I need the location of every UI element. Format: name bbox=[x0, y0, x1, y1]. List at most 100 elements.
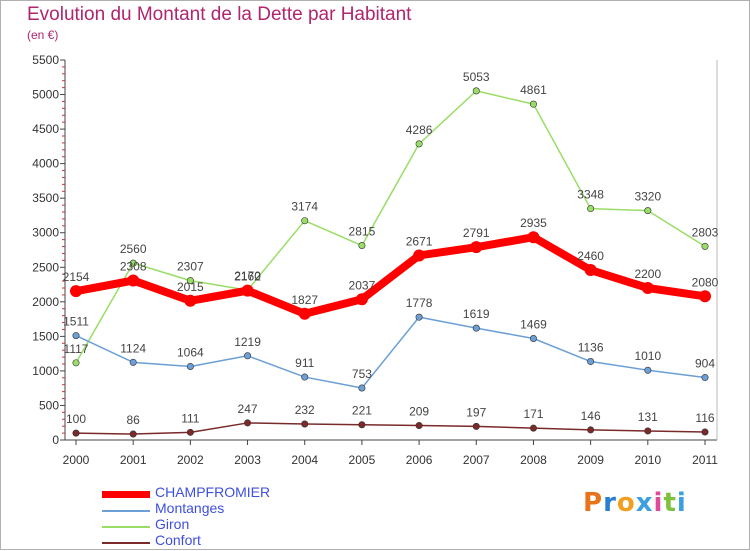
y-tick-label: 4000 bbox=[32, 157, 59, 171]
data-point bbox=[127, 274, 140, 287]
data-label: 2170 bbox=[234, 269, 261, 283]
legend-swatch bbox=[102, 526, 150, 528]
data-point bbox=[415, 313, 423, 321]
data-point bbox=[415, 422, 423, 430]
data-label: 1469 bbox=[520, 318, 547, 332]
y-tick-label: 3000 bbox=[32, 226, 59, 240]
data-point bbox=[701, 242, 709, 250]
data-point bbox=[70, 285, 82, 298]
data-label: 111 bbox=[181, 411, 200, 425]
data-point bbox=[298, 307, 311, 320]
data-label: 1136 bbox=[578, 341, 604, 355]
data-point bbox=[527, 231, 540, 244]
data-label: 1619 bbox=[463, 307, 490, 321]
data-label: 2308 bbox=[120, 260, 147, 274]
x-tick-label: 2008 bbox=[520, 453, 547, 467]
data-point bbox=[644, 207, 652, 215]
data-label: 2815 bbox=[349, 225, 376, 239]
data-point bbox=[355, 293, 368, 306]
data-point bbox=[129, 430, 137, 438]
y-tick-label: 1500 bbox=[32, 329, 59, 343]
data-point bbox=[244, 352, 252, 360]
data-point bbox=[699, 290, 711, 303]
x-tick-label: 2000 bbox=[63, 453, 90, 467]
data-point bbox=[472, 422, 480, 430]
data-point bbox=[529, 424, 537, 432]
x-tick-label: 2009 bbox=[577, 453, 604, 467]
series-line bbox=[75, 316, 706, 389]
data-label: 753 bbox=[352, 367, 372, 381]
data-label: 4861 bbox=[520, 83, 547, 97]
y-tick-label: 5500 bbox=[32, 53, 59, 67]
data-point bbox=[186, 428, 194, 436]
data-point bbox=[529, 100, 537, 108]
series-line bbox=[75, 422, 706, 435]
chart-title: Evolution du Montant de la Dette par Hab… bbox=[27, 4, 412, 25]
data-label: 5053 bbox=[463, 70, 490, 84]
data-label: 2015 bbox=[177, 280, 204, 294]
data-label: 2791 bbox=[463, 226, 490, 240]
y-tick-label: 500 bbox=[39, 398, 59, 412]
data-label: 131 bbox=[638, 410, 658, 424]
data-label: 2803 bbox=[692, 225, 719, 239]
data-point bbox=[186, 362, 194, 370]
x-tick-label: 2003 bbox=[234, 453, 261, 467]
proxiti-logo: Proxiti bbox=[583, 488, 687, 518]
data-label: 2307 bbox=[177, 260, 204, 274]
data-label: 2037 bbox=[349, 278, 376, 292]
legend-label: Giron bbox=[155, 516, 190, 532]
data-point bbox=[584, 264, 597, 277]
data-label: 2200 bbox=[634, 267, 661, 281]
data-label: 247 bbox=[238, 402, 258, 416]
legend-swatch bbox=[102, 542, 150, 544]
data-point bbox=[244, 419, 252, 427]
data-label: 209 bbox=[409, 405, 429, 419]
data-point bbox=[644, 427, 652, 435]
data-point bbox=[301, 420, 309, 428]
x-tick-label: 2001 bbox=[120, 453, 147, 467]
data-point bbox=[644, 366, 652, 374]
data-label: 2460 bbox=[577, 249, 604, 263]
data-label: 911 bbox=[295, 356, 314, 370]
x-tick-label: 2007 bbox=[463, 453, 490, 467]
legend-label: CHAMPFROMIER bbox=[155, 484, 271, 500]
data-label: 3348 bbox=[577, 188, 604, 202]
data-label: 4286 bbox=[406, 123, 433, 137]
data-point bbox=[186, 277, 194, 285]
y-tick-label: 0 bbox=[52, 433, 59, 447]
series-line bbox=[72, 233, 709, 318]
data-label: 1010 bbox=[634, 349, 661, 363]
data-point bbox=[184, 294, 197, 307]
data-point bbox=[72, 429, 80, 437]
x-tick-label: 2002 bbox=[177, 453, 204, 467]
legend-swatch bbox=[102, 510, 150, 512]
data-point bbox=[129, 358, 137, 366]
data-label: 232 bbox=[295, 403, 315, 417]
data-point bbox=[129, 259, 137, 267]
data-point bbox=[415, 140, 423, 148]
series-line bbox=[75, 90, 706, 364]
data-label: 1827 bbox=[291, 293, 318, 307]
data-label: 1124 bbox=[120, 341, 146, 355]
data-label: 116 bbox=[695, 411, 714, 425]
y-tick-label: 1000 bbox=[32, 364, 59, 378]
data-label: 221 bbox=[352, 404, 372, 418]
data-label: 2560 bbox=[120, 242, 147, 256]
data-point bbox=[472, 87, 480, 95]
data-point bbox=[470, 241, 483, 254]
y-tick-label: 3500 bbox=[32, 191, 59, 205]
legend-label: Montanges bbox=[155, 500, 225, 516]
data-label: 2162 bbox=[234, 270, 261, 284]
data-point bbox=[241, 284, 254, 297]
data-point bbox=[301, 217, 309, 225]
legend-label: Confort bbox=[155, 532, 201, 548]
data-point bbox=[587, 426, 595, 434]
chart-subtitle: (en €) bbox=[27, 28, 59, 42]
x-tick-label: 2006 bbox=[406, 453, 433, 467]
y-tick-label: 5000 bbox=[32, 88, 59, 102]
data-label: 1064 bbox=[177, 345, 204, 359]
data-label: 1219 bbox=[234, 335, 261, 349]
data-label: 904 bbox=[695, 357, 715, 371]
